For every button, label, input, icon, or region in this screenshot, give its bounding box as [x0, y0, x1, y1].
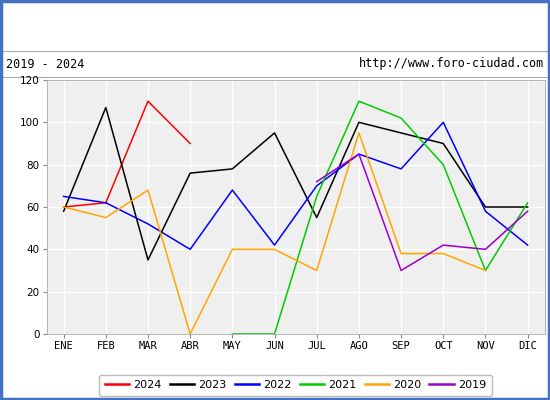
Text: Evolucion Nº Turistas Extranjeros en el municipio de Ademuz: Evolucion Nº Turistas Extranjeros en el … [0, 18, 550, 32]
Legend: 2024, 2023, 2022, 2021, 2020, 2019: 2024, 2023, 2022, 2021, 2020, 2019 [99, 375, 492, 396]
Text: 2019 - 2024: 2019 - 2024 [6, 58, 84, 70]
Text: http://www.foro-ciudad.com: http://www.foro-ciudad.com [359, 58, 544, 70]
